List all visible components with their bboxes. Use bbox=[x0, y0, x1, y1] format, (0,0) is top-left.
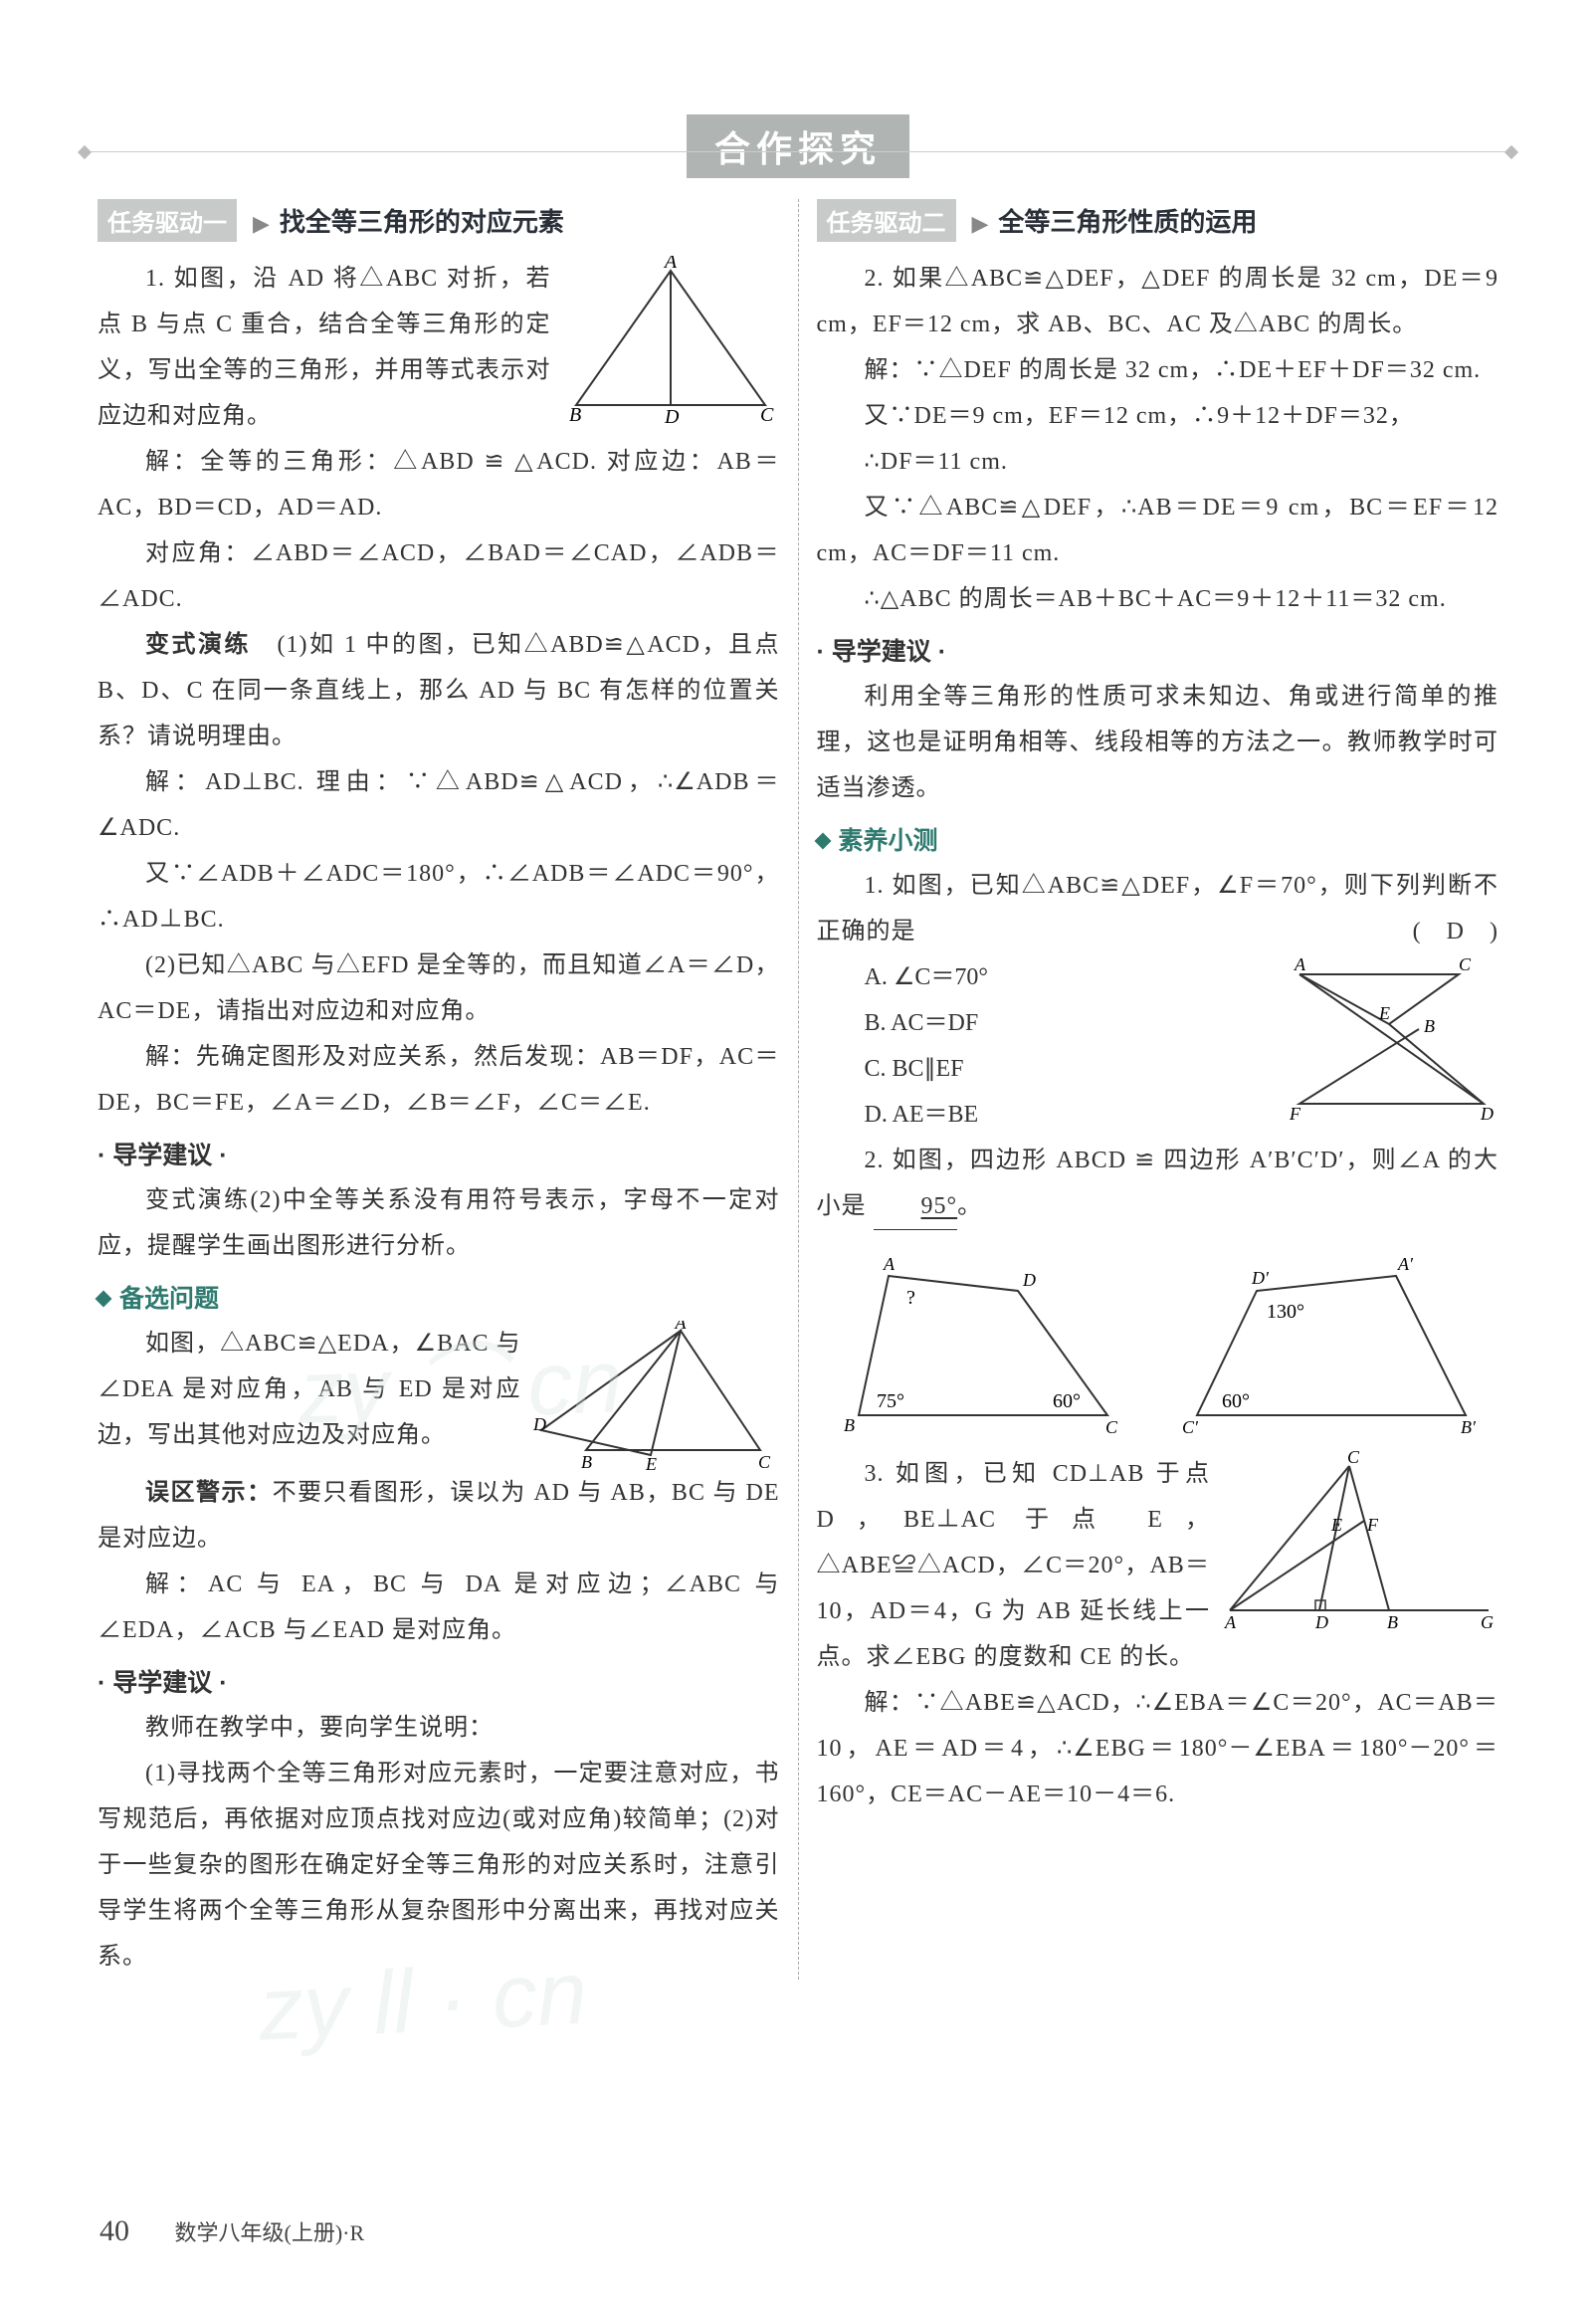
svg-text:A: A bbox=[674, 1321, 687, 1333]
guide2-a: 教师在教学中，要向学生说明： bbox=[98, 1705, 780, 1751]
quiz-q1: 1. 如图，已知△ABC≌△DEF，∠F＝70°，则下列判断不正确的是( D ) bbox=[817, 863, 1499, 954]
svg-text:A: A bbox=[1294, 954, 1306, 974]
svg-text:D: D bbox=[1480, 1104, 1494, 1124]
svg-text:D: D bbox=[532, 1414, 546, 1434]
header-rule bbox=[80, 151, 1516, 152]
q2-sol-1: 解：∵△DEF 的周长是 32 cm，∴DE＋EF＋DF＝32 cm. bbox=[817, 347, 1499, 393]
diamond-icon bbox=[814, 833, 831, 850]
svg-text:C: C bbox=[1105, 1417, 1118, 1437]
guide2-b: (1)寻找两个全等三角形对应元素时，一定要注意对应，书写规范后，再依据对应顶点找… bbox=[98, 1751, 780, 1980]
q2-sol-3: ∴DF＝11 cm. bbox=[817, 439, 1499, 485]
svg-text:A: A bbox=[662, 256, 677, 273]
svg-text:?: ? bbox=[906, 1287, 915, 1309]
q2-answer-blank: 95° bbox=[874, 1183, 958, 1230]
diamond-icon bbox=[96, 1291, 112, 1308]
left-column: 任务驱动一 ▶ 找全等三角形的对应元素 A B C D 1. 如图，沿 AD 将… bbox=[80, 199, 799, 1980]
svg-text:75°: 75° bbox=[877, 1390, 904, 1412]
svg-text:60°: 60° bbox=[1053, 1390, 1081, 1412]
svg-text:E: E bbox=[1330, 1515, 1342, 1535]
svg-text:C: C bbox=[760, 404, 774, 425]
svg-text:D: D bbox=[664, 406, 680, 425]
svg-text:D′: D′ bbox=[1251, 1268, 1270, 1288]
svg-text:F: F bbox=[1289, 1104, 1301, 1124]
figure-q3: A D B G C E F bbox=[1220, 1451, 1498, 1640]
quiz-q1-answer: ( D ) bbox=[1365, 909, 1498, 954]
figure-q2-quads: A D B C ? 75° 60° D′ A′ C′ B′ 130° 60° bbox=[829, 1236, 1486, 1445]
svg-text:F: F bbox=[1366, 1515, 1379, 1535]
variation-2: (2)已知△ABC 与△EFD 是全等的，而且知道∠A＝∠D，AC＝DE，请指出… bbox=[98, 943, 780, 1034]
quiz-q3-sol: 解：∵△ABE≌△ACD，∴∠EBA＝∠C＝20°，AC＝AB＝10，AE＝AD… bbox=[817, 1680, 1499, 1817]
quiz-head: 素养小测 bbox=[817, 821, 1499, 857]
two-column-layout: 任务驱动一 ▶ 找全等三角形的对应元素 A B C D 1. 如图，沿 AD 将… bbox=[80, 199, 1516, 1980]
figure-triangle-abd: A B C D bbox=[561, 256, 780, 425]
variation-1-sol-b: 又∵∠ADB＋∠ADC＝180°，∴∠ADB＝∠ADC＝90°，∴AD⊥BC. bbox=[98, 851, 780, 943]
svg-text:B: B bbox=[844, 1415, 855, 1435]
q1-sol-1: 解：全等的三角形：△ABD ≌ △ACD. 对应边：AB＝AC，BD＝CD，AD… bbox=[98, 439, 780, 530]
figure-q1: A C E B F D bbox=[1260, 954, 1498, 1124]
svg-text:E: E bbox=[645, 1454, 657, 1470]
svg-text:B′: B′ bbox=[1461, 1417, 1477, 1437]
task-arrow-icon: ▶ bbox=[253, 211, 270, 237]
task1-header: 任务驱动一 ▶ 找全等三角形的对应元素 bbox=[98, 199, 780, 242]
warning: 误区警示：不要只看图形，误以为 AD 与 AB，BC 与 DE 是对应边。 bbox=[98, 1470, 780, 1562]
svg-text:D: D bbox=[1314, 1612, 1328, 1632]
svg-text:D: D bbox=[1022, 1270, 1036, 1290]
warning-label: 误区警示： bbox=[145, 1479, 273, 1506]
task-arrow-icon: ▶ bbox=[972, 211, 989, 237]
svg-text:B: B bbox=[569, 404, 581, 425]
guide2-head: · 导学建议 · bbox=[98, 1663, 780, 1699]
svg-text:C: C bbox=[758, 1452, 771, 1470]
task1-title: 找全等三角形的对应元素 bbox=[280, 207, 564, 237]
page-number: 40 bbox=[100, 2214, 129, 2247]
task1-label: 任务驱动一 bbox=[98, 199, 237, 242]
svg-text:60°: 60° bbox=[1222, 1390, 1250, 1412]
rule-dot-left bbox=[78, 145, 92, 159]
svg-text:C: C bbox=[1459, 954, 1472, 974]
variation-1: 变式演练 (1)如 1 中的图，已知△ABD≌△ACD，且点 B、D、C 在同一… bbox=[98, 622, 780, 759]
quiz-q2: 2. 如图，四边形 ABCD ≌ 四边形 A′B′C′D′，则∠A 的大小是 9… bbox=[817, 1138, 1499, 1230]
svg-text:G: G bbox=[1481, 1612, 1494, 1632]
svg-text:B: B bbox=[1387, 1612, 1398, 1632]
q2-prompt: 2. 如果△ABC≌△DEF，△DEF 的周长是 32 cm，DE＝9 cm，E… bbox=[817, 256, 1499, 347]
svg-text:E: E bbox=[1378, 1003, 1390, 1023]
svg-text:C: C bbox=[1347, 1451, 1360, 1467]
q2-sol-5: ∴△ABC 的周长＝AB＋BC＋AC＝9＋12＋11＝32 cm. bbox=[817, 576, 1499, 622]
page-banner: 合作探究 bbox=[687, 114, 909, 178]
svg-text:A: A bbox=[883, 1254, 896, 1274]
guide1-head: · 导学建议 · bbox=[98, 1136, 780, 1171]
q2-sol-2: 又∵DE＝9 cm，EF＝12 cm，∴9＋12＋DF＝32， bbox=[817, 393, 1499, 439]
page-footer: 40 数学八年级(上册)·R bbox=[100, 2214, 364, 2248]
svg-text:C′: C′ bbox=[1182, 1417, 1199, 1437]
optional-sol: 解：AC 与 EA，BC 与 DA 是对应边；∠ABC 与 ∠EDA，∠ACB … bbox=[98, 1562, 780, 1653]
guide1-text: 变式演练(2)中全等关系没有用符号表示，字母不一定对应，提醒学生画出图形进行分析… bbox=[98, 1177, 780, 1269]
figure-overlap-triangles: A B C D E bbox=[531, 1321, 780, 1470]
book-title: 数学八年级(上册)·R bbox=[175, 2220, 365, 2245]
task2-label: 任务驱动二 bbox=[817, 199, 956, 242]
guide-r-head: · 导学建议 · bbox=[817, 632, 1499, 668]
svg-text:B: B bbox=[1424, 1016, 1435, 1036]
q1-sol-2: 对应角：∠ABD＝∠ACD，∠BAD＝∠CAD，∠ADB＝∠ADC. bbox=[98, 530, 780, 622]
q2-sol-4: 又∵△ABC≌△DEF，∴AB＝DE＝9 cm，BC＝EF＝12 cm，AC＝D… bbox=[817, 485, 1499, 576]
right-column: 任务驱动二 ▶ 全等三角形性质的运用 2. 如果△ABC≌△DEF，△DEF 的… bbox=[799, 199, 1517, 1980]
svg-text:B: B bbox=[581, 1452, 592, 1470]
guide-r-text: 利用全等三角形的性质可求未知边、角或进行简单的推理，这也是证明角相等、线段相等的… bbox=[817, 674, 1499, 811]
variation-label: 变式演练 bbox=[145, 631, 251, 658]
rule-dot-right bbox=[1504, 145, 1518, 159]
svg-text:130°: 130° bbox=[1267, 1301, 1304, 1323]
svg-text:A′: A′ bbox=[1397, 1254, 1414, 1274]
svg-text:A: A bbox=[1224, 1612, 1237, 1632]
task2-header: 任务驱动二 ▶ 全等三角形性质的运用 bbox=[817, 199, 1499, 242]
optional-head: 备选问题 bbox=[98, 1279, 780, 1315]
variation-1-sol-a: 解：AD⊥BC. 理由：∵△ABD≌△ACD，∴∠ADB＝∠ADC. bbox=[98, 759, 780, 851]
task2-title: 全等三角形性质的运用 bbox=[998, 207, 1257, 237]
variation-2-sol: 解：先确定图形及对应关系，然后发现：AB＝DF，AC＝DE，BC＝FE，∠A＝∠… bbox=[98, 1034, 780, 1126]
